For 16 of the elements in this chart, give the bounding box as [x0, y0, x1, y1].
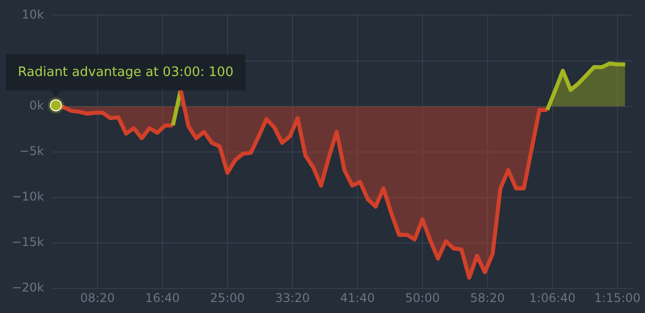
x-tick-label: 50:00 — [405, 290, 440, 305]
x-tick-label: 16:40 — [145, 290, 180, 305]
y-tick-label: −5k — [19, 144, 44, 158]
x-tick-label: 33:20 — [275, 290, 310, 305]
x-tick-label: 1:15:00 — [594, 290, 641, 305]
x-tick-label: 58:20 — [470, 290, 505, 305]
y-tick-label: −10k — [12, 190, 44, 204]
x-tick-label: 08:20 — [80, 290, 115, 305]
y-tick-label: 10k — [22, 7, 44, 22]
annotation: Radiant advantage at 03:00: 100 — [18, 64, 234, 80]
y-tick-label: −20k — [12, 280, 44, 295]
y-tick-label: 0k — [29, 98, 44, 112]
x-tick-label: 1:06:40 — [529, 290, 576, 305]
x-tick-label: 41:40 — [340, 290, 375, 305]
x-tick-label: 25:00 — [210, 290, 245, 305]
y-tick-label: −15k — [12, 235, 44, 250]
